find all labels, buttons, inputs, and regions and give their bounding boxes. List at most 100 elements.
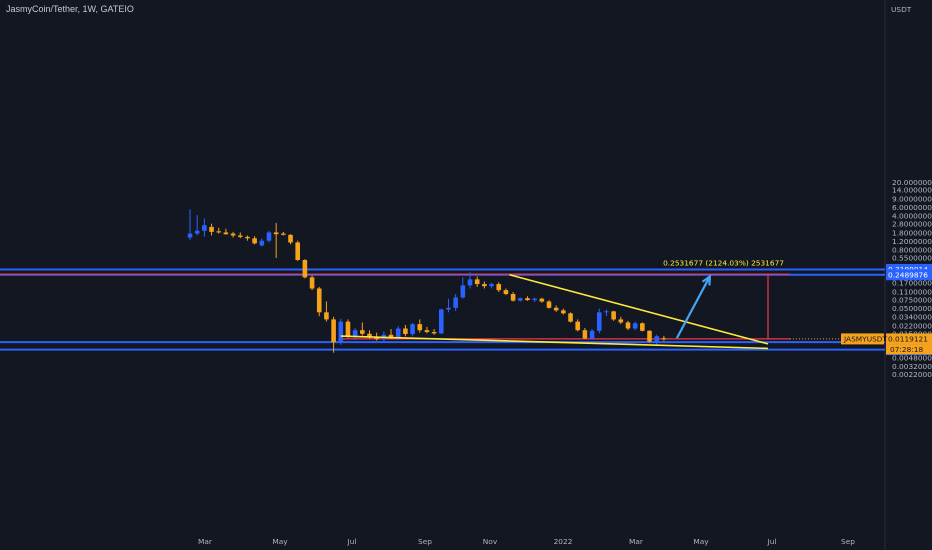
- countdown-badge-bg: [886, 344, 932, 355]
- candle-body: [417, 324, 423, 331]
- y-tick-label: 0.0032000: [892, 362, 932, 371]
- y-tick-label: 1.8000000: [892, 229, 932, 238]
- measure-label: 0.2531677 (2124.03%) 2531677: [663, 258, 784, 267]
- current-price-badge: 0.0119121: [888, 335, 928, 344]
- candle-body: [309, 277, 315, 289]
- candle-body: [345, 321, 351, 337]
- y-tick-label: 9.0000000: [892, 195, 932, 204]
- candle-body: [661, 338, 667, 340]
- candle-body: [395, 328, 401, 339]
- level-badge-bg: [886, 269, 932, 281]
- candle-body: [546, 301, 552, 308]
- y-tick-label: 6.0000000: [892, 203, 932, 212]
- candle-body: [288, 234, 293, 243]
- candle-body: [331, 319, 336, 343]
- candle-body: [589, 330, 595, 339]
- candle-body: [194, 230, 200, 234]
- candle-body: [510, 294, 516, 301]
- y-tick-label: 0.8000000: [892, 246, 932, 255]
- candle-body: [316, 288, 322, 313]
- candle-body: [266, 232, 272, 241]
- candle-body: [568, 313, 573, 322]
- y-tick-label: 0.0048000: [892, 354, 932, 363]
- x-tick-label: Mar: [198, 537, 213, 546]
- candle-body: [259, 240, 265, 246]
- candle-body: [431, 332, 437, 334]
- candle-body: [324, 312, 329, 320]
- y-tick-label: 2.8000000: [892, 219, 932, 228]
- y-tick-label: 14.0000000: [892, 185, 932, 194]
- candle-body: [202, 225, 207, 231]
- candle-body: [410, 324, 415, 335]
- x-tick-label: Sep: [418, 537, 432, 546]
- candle-body: [388, 334, 394, 339]
- candle-body: [424, 330, 430, 333]
- y-tick-label: 0.0340000: [892, 312, 932, 321]
- candle-body: [482, 284, 487, 287]
- y-tick-label: 0.0750000: [892, 296, 932, 305]
- candle-body: [611, 311, 616, 320]
- symbol-tag-bg: [841, 333, 884, 345]
- candle-body: [525, 298, 530, 301]
- symbol-tag: JASMYUSDT: [843, 335, 887, 344]
- candle-body: [517, 298, 523, 301]
- candle-body: [532, 298, 537, 301]
- candle-body: [460, 285, 466, 298]
- y-tick-label: 20.0000000: [892, 178, 932, 187]
- candle-body: [273, 232, 279, 235]
- y-tick-label: 4.0000000: [892, 212, 932, 221]
- candle-body: [209, 226, 214, 232]
- y-tick-label: 1.2000000: [892, 237, 932, 246]
- y-tick-label: 0.0500000: [892, 304, 932, 313]
- candle-body: [582, 330, 588, 339]
- candle-body: [352, 330, 358, 337]
- x-tick-label: Sep: [841, 537, 855, 546]
- candle-body: [632, 323, 638, 329]
- y-tick-label: 0.1100000: [892, 288, 932, 297]
- trendline: [340, 335, 769, 350]
- candle-body: [338, 321, 344, 343]
- candle-body: [453, 297, 458, 308]
- candle-body: [295, 242, 300, 261]
- candle-body: [439, 309, 444, 334]
- trendline: [509, 273, 769, 345]
- candle-body: [467, 279, 473, 286]
- candle-body: [367, 333, 372, 337]
- candle-body: [237, 235, 243, 237]
- projection-arrow-head: [701, 274, 712, 286]
- candle-body: [496, 284, 502, 291]
- candle-body: [604, 311, 609, 313]
- currency-label: USDT: [891, 5, 912, 14]
- level-badge: 0.2489876: [888, 270, 928, 279]
- candle-body: [618, 319, 624, 323]
- candle-body: [575, 321, 581, 331]
- y-tick-label: 0.0220000: [892, 322, 932, 331]
- candle-body: [230, 233, 236, 236]
- candle-body: [561, 310, 566, 314]
- x-tick-label: Nov: [483, 537, 498, 546]
- x-tick-label: Mar: [629, 537, 644, 546]
- candle-body: [489, 284, 494, 287]
- candle-body: [553, 307, 559, 311]
- chart-title: JasmyCoin/Tether, 1W, GATEIO: [6, 4, 134, 14]
- candle-body: [281, 233, 286, 235]
- candle-body: [223, 232, 229, 235]
- x-tick-label: May: [693, 537, 709, 546]
- candle-body: [539, 298, 545, 302]
- projection-arrow-line: [675, 275, 711, 339]
- candle-body: [474, 279, 480, 285]
- candle-body: [302, 260, 308, 278]
- candle-body: [252, 238, 257, 244]
- y-tick-label: 0.5500000: [892, 254, 932, 263]
- candle-body: [503, 290, 509, 294]
- x-tick-label: 2022: [554, 537, 573, 546]
- candle-body: [654, 336, 659, 342]
- candle-body: [403, 328, 408, 335]
- y-tick-label: 0.0022000: [892, 370, 932, 379]
- candle-body: [640, 323, 645, 331]
- y-tick-label: 0.1700000: [892, 278, 932, 287]
- candle-body: [245, 236, 250, 239]
- candle-body: [596, 312, 602, 331]
